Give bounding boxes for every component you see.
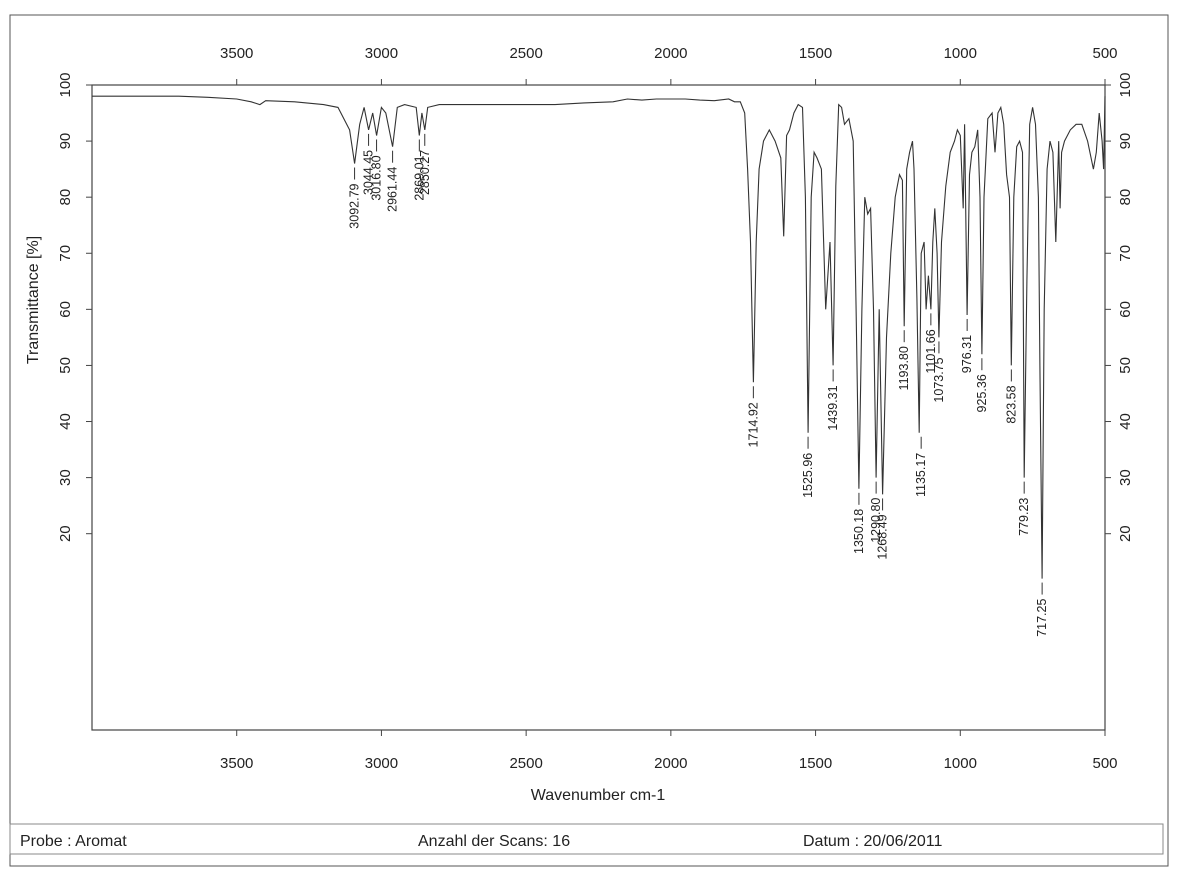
peak-label: 3016.80 [370, 155, 384, 200]
peak-label: 2961.44 [386, 167, 400, 212]
y-tick-label: 100 [57, 72, 74, 97]
sheet-border [9, 14, 1169, 867]
peak-label: 823.58 [1004, 385, 1018, 423]
x-tick-label: 2000 [654, 45, 687, 62]
x-tick-label: 1000 [944, 45, 977, 62]
peak-label: 1073.75 [932, 357, 946, 402]
peak-label: 1290.80 [869, 498, 883, 543]
y-tick-label: 100 [1117, 72, 1134, 97]
peak-label: 1714.92 [746, 402, 760, 447]
plot-frame [91, 84, 1106, 731]
x-tick-label: 3500 [220, 45, 253, 62]
y-tick-label: 30 [57, 469, 74, 486]
x-tick-label: 2500 [509, 45, 542, 62]
x-tick-label: 2500 [509, 755, 542, 772]
x-tick-label: 3000 [365, 45, 398, 62]
y-tick-label: 80 [1117, 189, 1134, 206]
peak-label: 2850.27 [418, 150, 432, 195]
x-axis-title: Wavenumber cm-1 [531, 787, 666, 804]
footer-date: Datum : 20/06/2011 [803, 833, 942, 850]
y-tick-label: 50 [57, 357, 74, 374]
y-tick-label: 60 [1117, 301, 1134, 318]
y-tick-label: 60 [57, 301, 74, 318]
x-tick-label: 1000 [944, 755, 977, 772]
peak-label: 1525.96 [801, 453, 815, 498]
peak-label: 779.23 [1017, 498, 1031, 536]
y-tick-label: 70 [57, 245, 74, 262]
spectrum-line [92, 95, 1106, 579]
x-tick-label: 1500 [799, 755, 832, 772]
x-tick-label: 1500 [799, 45, 832, 62]
left-axis: 20 30 40 50 60 70 80 90 100 [57, 72, 92, 542]
peak-label: 976.31 [960, 335, 974, 373]
peak-label: 2869.01 [412, 155, 426, 200]
y-tick-label: 40 [57, 413, 74, 430]
peak-label: 1101.66 [924, 329, 938, 373]
y-tick-label: 40 [1117, 413, 1134, 430]
y-tick-label: 20 [57, 525, 74, 542]
peak-label: 3044.45 [362, 150, 376, 195]
bottom-axis: 3500 3000 2500 2000 1500 1000 500 [220, 730, 1118, 772]
y-tick-label: 90 [1117, 133, 1134, 150]
y-tick-label: 30 [1117, 469, 1134, 486]
y-axis-title: Transmittance [%] [25, 236, 42, 364]
right-axis: 20 30 40 50 60 70 80 90 100 [1105, 72, 1134, 542]
peak-label: 1268.49 [876, 514, 890, 559]
y-tick-label: 50 [1117, 357, 1134, 374]
y-tick-label: 70 [1117, 245, 1134, 262]
y-tick-label: 90 [57, 133, 74, 150]
x-tick-label: 500 [1092, 755, 1117, 772]
y-tick-label: 80 [57, 189, 74, 206]
peak-label: 717.25 [1035, 599, 1049, 637]
x-tick-label: 2000 [654, 755, 687, 772]
peak-label: 1135.17 [914, 453, 928, 497]
peak-label: 1350.18 [852, 509, 866, 554]
peak-label: 1193.80 [897, 346, 911, 390]
y-tick-label: 20 [1117, 525, 1134, 542]
footer-box [9, 823, 1164, 855]
peak-label: 925.36 [975, 374, 989, 412]
peak-label: 1439.31 [826, 385, 840, 430]
x-tick-label: 500 [1092, 45, 1117, 62]
footer-scans: Anzahl der Scans: 16 [418, 833, 570, 850]
peak-label: 3092.79 [348, 183, 362, 228]
x-tick-label: 3000 [365, 755, 398, 772]
top-axis: 3500 3000 2500 2000 1500 1000 500 [220, 45, 1118, 85]
x-tick-label: 3500 [220, 755, 253, 772]
footer-sample: Probe : Aromat [20, 833, 127, 850]
